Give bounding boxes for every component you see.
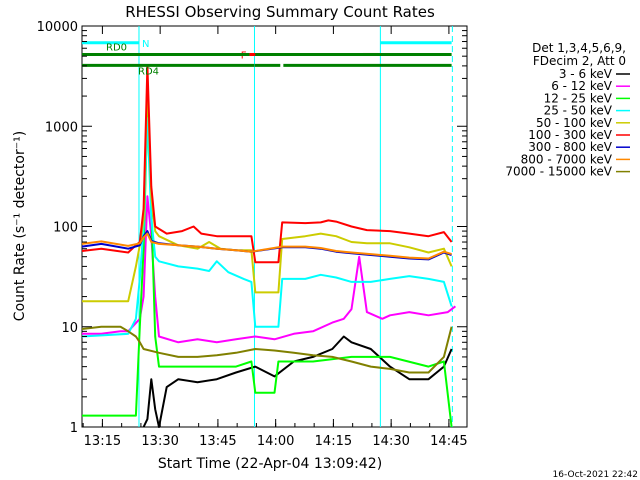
series-line-2 <box>82 107 453 428</box>
legend-header: FDecim 2, Att 0 <box>533 54 626 68</box>
series-line-5 <box>81 64 453 264</box>
legend-entry-label: 3 - 6 keV <box>559 67 613 81</box>
legend-entry-label: 7000 - 15000 keV <box>505 165 612 179</box>
legend-entry-label: 800 - 7000 keV <box>521 152 613 166</box>
legend-entry-label: 100 - 300 keV <box>528 128 612 142</box>
legend-entry-label: 12 - 25 keV <box>544 91 613 105</box>
legend-entry-label: 50 - 100 keV <box>536 116 613 130</box>
legend-entry-label: 25 - 50 keV <box>544 104 613 118</box>
legend-entry-label: 6 - 12 keV <box>551 79 613 93</box>
state-bar-label: N <box>142 39 149 50</box>
x-axis-label: Start Time (22-Apr-04 13:09:42) <box>158 456 382 472</box>
x-tick-label: 14:45 <box>430 434 467 449</box>
legend-header: Det 1,3,4,5,6,9, <box>532 41 626 55</box>
x-tick-label: 14:00 <box>257 434 294 449</box>
timestamp: 16-Oct-2021 22:42 <box>553 470 638 480</box>
series-line-7 <box>81 232 452 260</box>
x-tick-label: 13:30 <box>141 434 178 449</box>
y-tick-label: 10 <box>61 321 78 336</box>
y-tick-label: 10000 <box>37 20 78 35</box>
x-tick-label: 13:45 <box>199 434 236 449</box>
plot-frame <box>81 25 468 428</box>
x-axis: 13:15 13:30 13:45 14:00 14:15 14:30 14:45 <box>82 26 468 449</box>
legend-entry-label: 300 - 800 keV <box>528 140 612 154</box>
series-line-8 <box>81 325 453 374</box>
y-tick-label: 1000 <box>45 120 78 135</box>
x-tick-label: 14:15 <box>315 434 352 449</box>
series-layer <box>81 64 457 428</box>
series-line-3 <box>81 117 453 338</box>
y-axis: 1 10 100 1000 10000 <box>37 20 467 436</box>
legend: Det 1,3,4,5,6,9,FDecim 2, Att 03 - 6 keV… <box>505 41 630 179</box>
state-bar-label: RD0 <box>106 42 127 53</box>
series-line-1 <box>82 195 457 344</box>
x-tick-label: 14:30 <box>372 434 409 449</box>
x-tick-label: 13:15 <box>84 434 121 449</box>
y-tick-label: 100 <box>53 221 78 236</box>
series-line-0 <box>142 335 453 428</box>
state-bars: NFRD0RD4 <box>82 39 452 77</box>
series-line-4 <box>82 77 453 303</box>
y-tick-label: 1 <box>70 421 78 436</box>
y-axis-label: Count Rate (s⁻¹ detector⁻¹) <box>12 131 28 321</box>
chart-title: RHESSI Observing Summary Count Rates <box>125 3 435 21</box>
state-bar-label: RD4 <box>138 66 159 77</box>
